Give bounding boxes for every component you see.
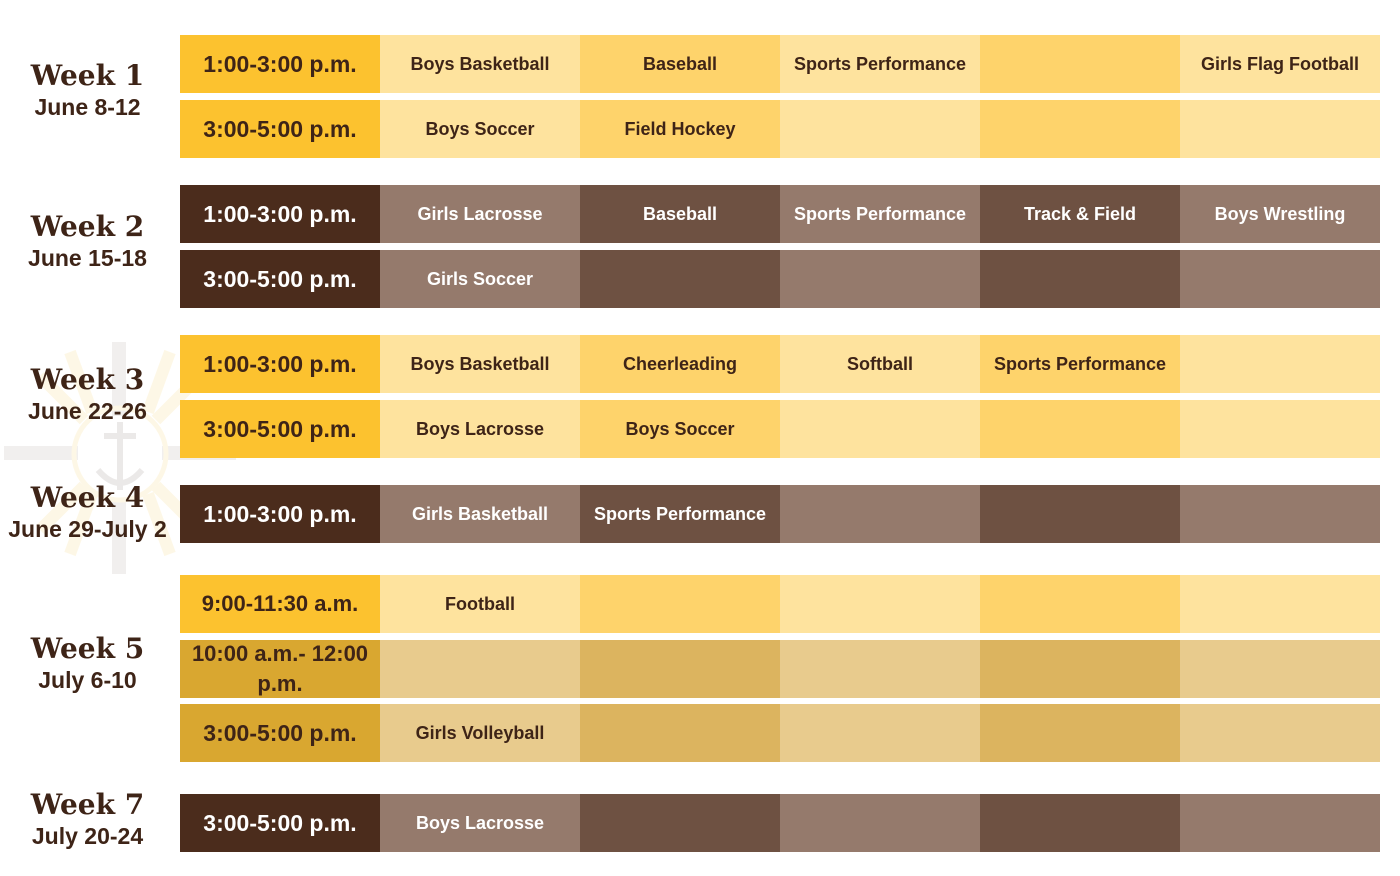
activity-cell xyxy=(780,100,980,158)
time-slot: 3:00-5:00 p.m. xyxy=(180,250,380,308)
schedule-row: 3:00-5:00 p.m. Boys Soccer Field Hockey xyxy=(180,100,1380,158)
schedule-row: 3:00-5:00 p.m. Girls Soccer xyxy=(180,250,1380,308)
activity-cell xyxy=(780,485,980,543)
time-slot: 1:00-3:00 p.m. xyxy=(180,35,380,93)
week-title: Week 1 xyxy=(30,59,145,92)
time-slot: 1:00-3:00 p.m. xyxy=(180,335,380,393)
activity-cell xyxy=(980,250,1180,308)
activity-cell: Girls Basketball xyxy=(380,485,580,543)
activity-cell: Field Hockey xyxy=(580,100,780,158)
activity-cell: Boys Lacrosse xyxy=(380,794,580,852)
activity-cell xyxy=(780,250,980,308)
week-2-label: Week 2 June 15-18 xyxy=(0,211,175,273)
activity-cell: Girls Soccer xyxy=(380,250,580,308)
activity-cell xyxy=(1180,640,1380,698)
time-slot: 9:00-11:30 a.m. xyxy=(180,575,380,633)
schedule-row: 3:00-5:00 p.m. Boys Lacrosse xyxy=(180,794,1380,852)
activity-cell xyxy=(1180,485,1380,543)
week-dates: June 15-18 xyxy=(28,245,147,271)
schedule-row: 9:00-11:30 a.m. Football xyxy=(180,575,1380,633)
activity-cell xyxy=(1180,575,1380,633)
activity-cell xyxy=(1180,100,1380,158)
activity-cell xyxy=(580,575,780,633)
activity-cell xyxy=(980,704,1180,762)
activity-cell xyxy=(780,704,980,762)
week-dates: June 29-July 2 xyxy=(8,516,167,542)
time-slot: 10:00 a.m.- 12:00 p.m. xyxy=(180,640,380,698)
time-slot: 3:00-5:00 p.m. xyxy=(180,400,380,458)
activity-cell xyxy=(980,575,1180,633)
week-dates: July 20-24 xyxy=(31,823,144,849)
activity-cell: Boys Wrestling xyxy=(1180,185,1380,243)
schedule-row: 10:00 a.m.- 12:00 p.m. xyxy=(180,640,1380,698)
week-5-label: Week 5 July 6-10 xyxy=(0,633,175,695)
time-slot: 1:00-3:00 p.m. xyxy=(180,185,380,243)
activity-cell: Girls Lacrosse xyxy=(380,185,580,243)
schedule-row: 1:00-3:00 p.m. Girls Basketball Sports P… xyxy=(180,485,1380,543)
activity-cell xyxy=(780,794,980,852)
activity-cell: Boys Basketball xyxy=(380,335,580,393)
activity-cell xyxy=(580,250,780,308)
activity-cell: Baseball xyxy=(580,185,780,243)
week-title: Week 3 xyxy=(30,363,145,396)
activity-cell xyxy=(980,794,1180,852)
activity-cell xyxy=(980,485,1180,543)
time-slot: 3:00-5:00 p.m. xyxy=(180,100,380,158)
week-title: Week 7 xyxy=(30,788,145,821)
schedule-row: 3:00-5:00 p.m. Boys Lacrosse Boys Soccer xyxy=(180,400,1380,458)
activity-cell xyxy=(380,640,580,698)
activity-cell: Sports Performance xyxy=(780,185,980,243)
activity-cell xyxy=(980,100,1180,158)
week-title: Week 5 xyxy=(30,632,145,665)
week-dates: July 6-10 xyxy=(38,667,137,693)
activity-cell: Sports Performance xyxy=(980,335,1180,393)
activity-cell xyxy=(580,704,780,762)
week-1-label: Week 1 June 8-12 xyxy=(0,60,175,122)
activity-cell: Sports Performance xyxy=(780,35,980,93)
week-3-label: Week 3 June 22-26 xyxy=(0,364,175,426)
activity-cell xyxy=(780,640,980,698)
activity-cell xyxy=(780,575,980,633)
time-slot: 3:00-5:00 p.m. xyxy=(180,794,380,852)
activity-cell: Girls Flag Football xyxy=(1180,35,1380,93)
activity-cell: Softball xyxy=(780,335,980,393)
activity-cell: Baseball xyxy=(580,35,780,93)
activity-cell xyxy=(980,640,1180,698)
week-4-label: Week 4 June 29-July 2 xyxy=(0,482,175,544)
schedule-row: 1:00-3:00 p.m. Girls Lacrosse Baseball S… xyxy=(180,185,1380,243)
activity-cell: Girls Volleyball xyxy=(380,704,580,762)
week-title: Week 4 xyxy=(30,481,145,514)
time-slot: 1:00-3:00 p.m. xyxy=(180,485,380,543)
activity-cell xyxy=(1180,794,1380,852)
activity-cell: Sports Performance xyxy=(580,485,780,543)
week-7-label: Week 7 July 20-24 xyxy=(0,789,175,851)
week-title: Week 2 xyxy=(30,210,145,243)
activity-cell xyxy=(980,400,1180,458)
schedule-row: 1:00-3:00 p.m. Boys Basketball Baseball … xyxy=(180,35,1380,93)
activity-cell xyxy=(780,400,980,458)
activity-cell xyxy=(1180,704,1380,762)
schedule-row: 3:00-5:00 p.m. Girls Volleyball xyxy=(180,704,1380,762)
activity-cell: Boys Soccer xyxy=(580,400,780,458)
activity-cell xyxy=(1180,250,1380,308)
activity-cell: Cheerleading xyxy=(580,335,780,393)
activity-cell: Boys Basketball xyxy=(380,35,580,93)
week-dates: June 8-12 xyxy=(34,94,141,120)
week-dates: June 22-26 xyxy=(28,398,147,424)
activity-cell: Boys Lacrosse xyxy=(380,400,580,458)
activity-cell: Boys Soccer xyxy=(380,100,580,158)
time-slot: 3:00-5:00 p.m. xyxy=(180,704,380,762)
activity-cell xyxy=(1180,400,1380,458)
schedule-row: 1:00-3:00 p.m. Boys Basketball Cheerlead… xyxy=(180,335,1380,393)
activity-cell: Track & Field xyxy=(980,185,1180,243)
activity-cell xyxy=(580,794,780,852)
activity-cell xyxy=(1180,335,1380,393)
activity-cell xyxy=(580,640,780,698)
activity-cell xyxy=(980,35,1180,93)
activity-cell: Football xyxy=(380,575,580,633)
